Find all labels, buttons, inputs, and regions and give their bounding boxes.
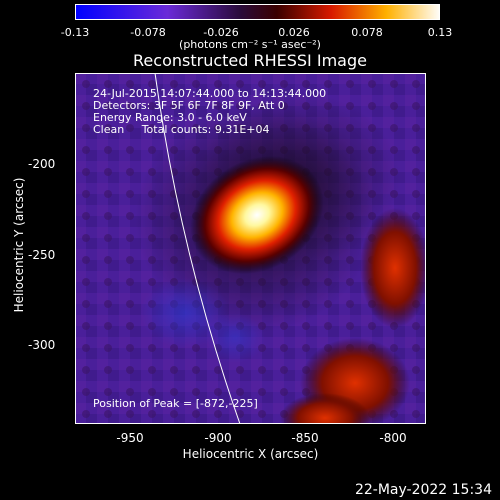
- info-time-range: 24-Jul-2015 14:07:44.000 to 14:13:44.000: [93, 87, 327, 100]
- colorbar-tick-label: -0.026: [203, 26, 239, 39]
- colorbar-tick-label: 0.026: [278, 26, 310, 39]
- info-detectors: Detectors: 3F 5F 6F 7F 8F 9F, Att 0: [93, 99, 285, 112]
- colorbar-tick-label: 0.078: [351, 26, 383, 39]
- solar-limb-line: [154, 73, 241, 424]
- heatmap-image: [75, 73, 426, 424]
- plot-title: Reconstructed RHESSI Image: [133, 51, 367, 70]
- y-tick-label: -200: [28, 157, 56, 171]
- colorbar-units: (photons cm⁻² s⁻¹ asec⁻²): [179, 38, 321, 51]
- y-tick-label: -250: [28, 248, 56, 262]
- x-tick-label: -950: [116, 431, 144, 445]
- timestamp: 22-May-2022 15:34: [354, 482, 492, 498]
- y-axis-label: Heliocentric Y (arcsec): [12, 177, 26, 313]
- x-tick-label: -900: [204, 431, 232, 445]
- colorbar: [75, 4, 440, 20]
- colorbar-tick-label: -0.078: [130, 26, 166, 39]
- x-axis-label: Heliocentric X (arcsec): [182, 447, 319, 461]
- peak-position: Position of Peak = [-872,-225]: [93, 397, 258, 410]
- colorbar-tick-label: 0.13: [427, 26, 453, 39]
- colorbar-tick-label: -0.13: [60, 26, 90, 39]
- x-tick-label: -800: [379, 431, 407, 445]
- x-tick-label: -850: [291, 431, 319, 445]
- y-tick-label: -300: [28, 338, 56, 352]
- info-energy: Energy Range: 3.0 - 6.0 keV: [93, 111, 247, 124]
- info-method: Clean Total counts: 9.31E+04: [93, 123, 270, 136]
